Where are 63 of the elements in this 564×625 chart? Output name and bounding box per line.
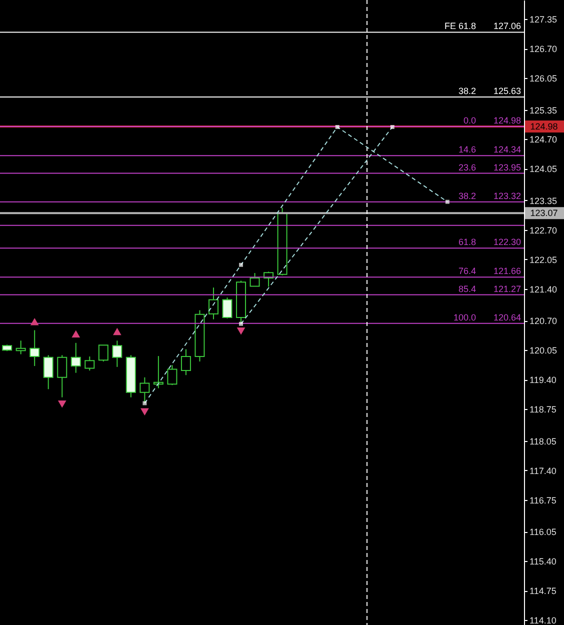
- point: [112, 328, 122, 336]
- ref-line-label: 124.98: [530, 122, 558, 132]
- annotation: 23.6: [458, 162, 476, 172]
- annotation: 121.27: [493, 284, 521, 294]
- annotation: FE 61.8: [444, 21, 476, 32]
- annotation: 120.64: [493, 312, 521, 322]
- y-tick-label: 114.75: [530, 586, 556, 596]
- y-tick-label: 115.40: [530, 556, 556, 567]
- y-tick-label: 118.05: [530, 436, 556, 446]
- annotation: 124.34: [493, 144, 521, 155]
- point: [72, 330, 80, 338]
- annotation: 100.0: [453, 312, 476, 322]
- candlestick: [180, 348, 191, 376]
- candlestick: [98, 344, 108, 362]
- y-tick-label: 122.70: [530, 225, 558, 236]
- candlestick: [208, 287, 218, 320]
- y-tick-label: 122.05: [530, 254, 558, 265]
- annotation: 38.2: [458, 86, 476, 96]
- y-tick-label: 119.40: [530, 375, 556, 386]
- annotation: 85.4: [458, 284, 476, 294]
- candlestick: [84, 356, 95, 372]
- annotation: 61.8: [458, 237, 476, 248]
- point: [30, 318, 39, 326]
- point: [140, 408, 149, 416]
- annotation: 125.63: [493, 86, 521, 96]
- candlestick: [222, 297, 232, 319]
- candlestick: [70, 342, 81, 374]
- candlestick: [140, 376, 150, 404]
- candlestick: [167, 364, 178, 386]
- y-tick-label: 126.05: [530, 74, 558, 84]
- y-tick-label: 124.05: [530, 164, 558, 174]
- y-tick-label: 125.35: [530, 105, 558, 116]
- annotation: 122.30: [493, 237, 521, 248]
- y-tick-label: 121.40: [530, 284, 558, 294]
- point: [58, 400, 66, 408]
- point: [236, 327, 246, 335]
- candlestick: [30, 330, 40, 367]
- y-tick-label: 114.10: [530, 616, 556, 625]
- annotation: 121.66: [493, 266, 521, 276]
- candlestick: [57, 354, 68, 398]
- y-tick-label: 116.05: [530, 527, 556, 538]
- y-tick-label: 124.70: [530, 134, 558, 145]
- y-tick-label: 120.05: [530, 346, 558, 356]
- y-tick-label: 127.35: [530, 14, 558, 25]
- ref-line-label: 123.07: [530, 208, 558, 218]
- annotation: 38.2: [458, 190, 476, 201]
- y-tick-label: 123.35: [530, 196, 558, 206]
- annotation: 123.32: [493, 190, 521, 201]
- y-tick-label: 126.70: [530, 44, 558, 54]
- y-tick-label: 120.70: [530, 316, 558, 326]
- y-tick-label: 116.75: [530, 495, 556, 506]
- annotation: 123.95: [493, 162, 521, 172]
- candlestick: [16, 340, 26, 355]
- annotation: 124.98: [493, 116, 521, 126]
- annotation: 14.6: [458, 144, 476, 155]
- y-tick-label: 117.40: [530, 466, 556, 476]
- annotation: 0.0: [463, 116, 476, 126]
- candlestick: [112, 340, 122, 368]
- candlestick: [250, 272, 260, 287]
- candlestick: [43, 354, 54, 390]
- annotation: 76.4: [458, 266, 476, 276]
- y-tick-label: 118.75: [530, 404, 556, 415]
- annotation: 127.06: [493, 21, 521, 32]
